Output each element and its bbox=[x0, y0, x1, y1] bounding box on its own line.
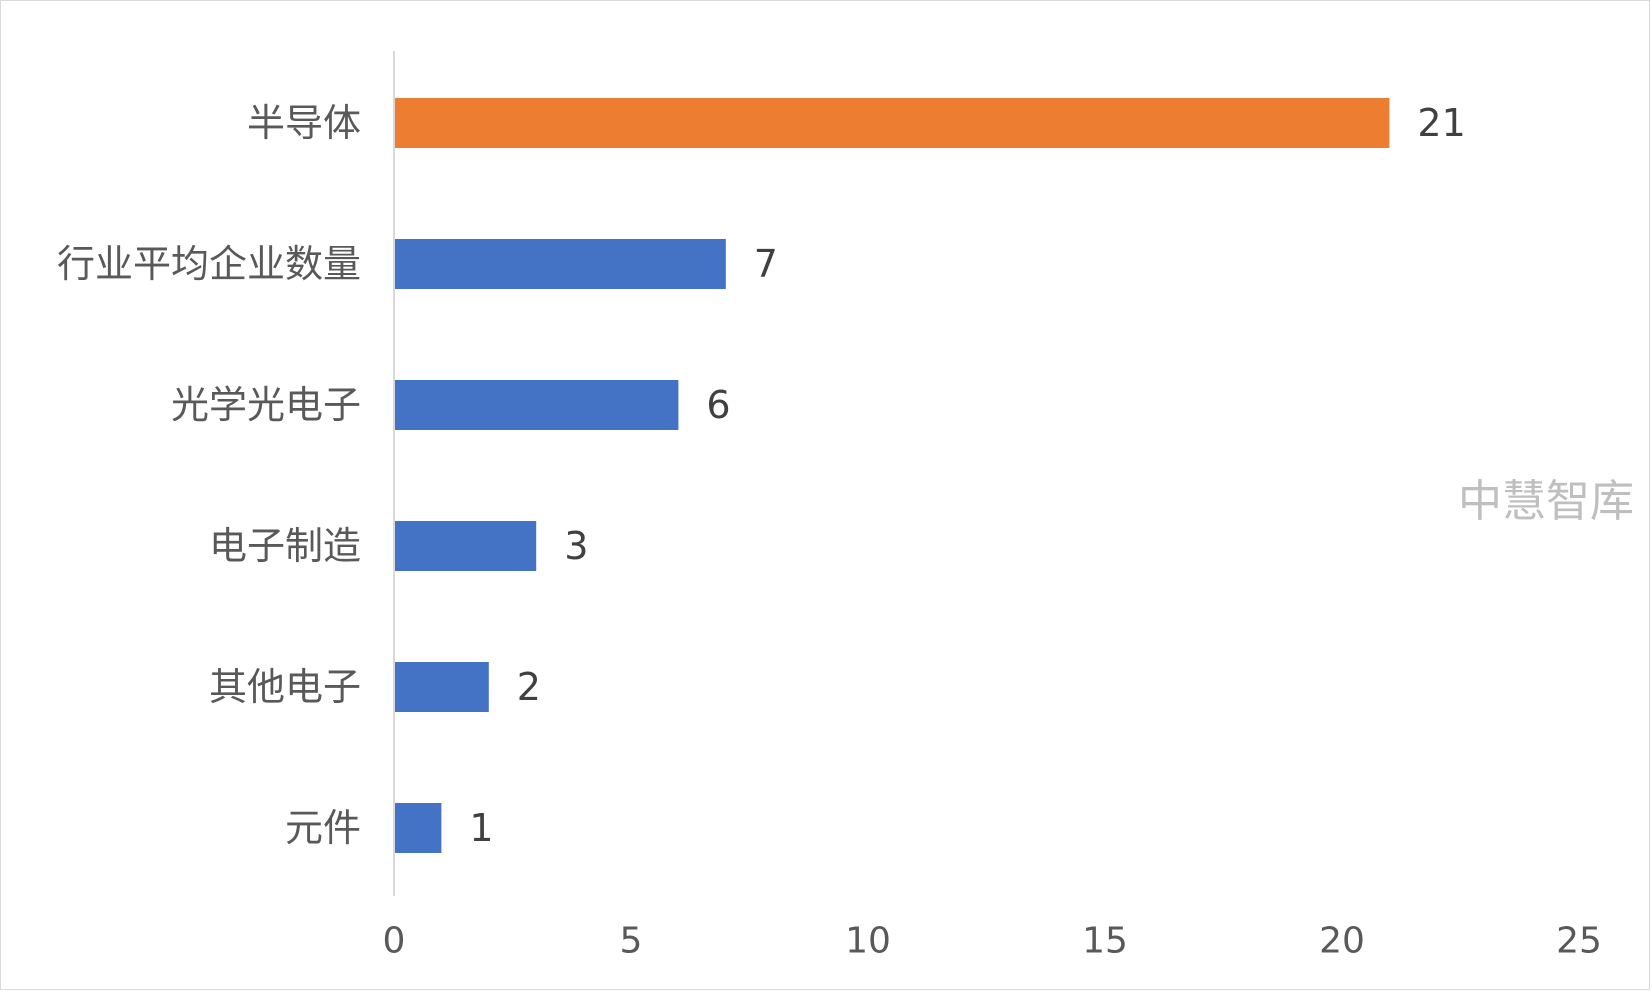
bar-1 bbox=[395, 239, 726, 289]
value-label: 3 bbox=[564, 524, 588, 568]
watermark: 中慧智库 bbox=[1458, 476, 1634, 527]
category-label: 其他电子 bbox=[209, 665, 361, 709]
category-label: 元件 bbox=[285, 806, 361, 850]
bar-2 bbox=[395, 380, 679, 430]
value-label: 6 bbox=[706, 383, 730, 427]
category-label: 半导体 bbox=[247, 101, 361, 145]
value-label: 7 bbox=[754, 242, 778, 286]
category-label: 行业平均企业数量 bbox=[57, 242, 361, 286]
bar-4 bbox=[395, 662, 489, 712]
value-label: 2 bbox=[517, 665, 541, 709]
x-tick-label: 10 bbox=[845, 921, 891, 962]
bar-0 bbox=[395, 98, 1390, 148]
category-label: 光学光电子 bbox=[171, 383, 361, 427]
x-tick-label: 15 bbox=[1082, 921, 1128, 962]
value-label: 1 bbox=[469, 806, 493, 850]
x-tick-label: 5 bbox=[620, 921, 643, 962]
x-tick-label: 20 bbox=[1319, 921, 1365, 962]
x-tick-label: 25 bbox=[1556, 921, 1602, 962]
category-label: 电子制造 bbox=[209, 524, 361, 568]
bars-group bbox=[395, 98, 1390, 853]
value-label: 21 bbox=[1417, 101, 1465, 145]
bar-5 bbox=[395, 803, 442, 853]
bar-3 bbox=[395, 521, 537, 571]
x-tick-labels-group: 0 5 10 15 20 25 bbox=[383, 921, 1602, 962]
x-tick-label: 0 bbox=[383, 921, 406, 962]
